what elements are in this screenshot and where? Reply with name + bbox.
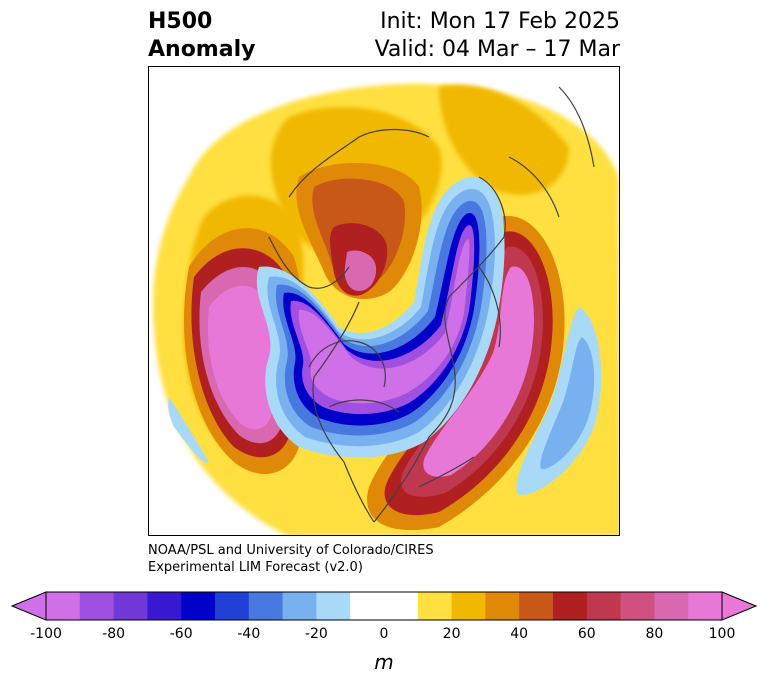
colorbar-segment — [417, 592, 453, 620]
colorbar-segment — [113, 592, 148, 620]
anomaly-map-svg — [153, 83, 619, 535]
gold-ne — [439, 85, 569, 195]
colorbar-segment — [46, 592, 81, 620]
colorbar-segment — [451, 592, 486, 620]
map-credit: NOAA/PSL and University of Colorado/CIRE… — [148, 542, 434, 576]
colorbar-ticks: -100 -80 -60 -40 -20 0 20 40 60 80 100 — [0, 626, 768, 646]
colorbar-right-arrow — [721, 591, 758, 621]
credit-line1: NOAA/PSL and University of Colorado/CIRE… — [148, 543, 434, 558]
colorbar-tick-label: 80 — [645, 626, 664, 642]
colorbar-left-arrow — [10, 591, 47, 621]
title-line2: Anomaly — [148, 37, 256, 62]
colorbar-segment — [248, 592, 284, 620]
colorbar-tick-label: -20 — [304, 626, 328, 642]
colorbar-tick-label: 60 — [577, 626, 596, 642]
colorbar-tick-label: 100 — [708, 626, 736, 642]
colorbar — [10, 591, 758, 621]
colorbar-tick-label: -60 — [169, 626, 193, 642]
colorbar-segment — [688, 592, 723, 620]
colorbar-border — [45, 591, 723, 621]
colorbar-tick-label: -40 — [237, 626, 261, 642]
colorbar-segment — [519, 592, 554, 620]
colorbar-segment — [384, 592, 419, 620]
init-date: Init: Mon 17 Feb 2025 — [380, 9, 620, 34]
colorbar-segment — [620, 592, 655, 620]
valid-dates: Valid: 04 Mar – 17 Mar — [374, 37, 620, 62]
colorbar-segment — [485, 592, 520, 620]
colorbar-tick-label: 40 — [510, 626, 529, 642]
colorbar-segment — [350, 592, 385, 620]
colorbar-segment — [316, 592, 351, 620]
credit-line2: Experimental LIM Forecast (v2.0) — [148, 560, 363, 575]
colorbar-units: m — [374, 650, 394, 674]
colorbar-tick-label: 0 — [379, 626, 389, 642]
forecast-dates: Init: Mon 17 Feb 2025 Valid: 04 Mar – 17… — [375, 8, 620, 64]
anomaly-map — [148, 66, 620, 536]
negative-anomaly-trough — [256, 176, 505, 458]
colorbar-segment — [215, 592, 250, 620]
colorbar-segment — [586, 592, 622, 620]
colorbar-segment — [553, 592, 588, 620]
coastlines — [268, 86, 595, 523]
colorbar-tick-label: -100 — [30, 626, 62, 642]
title-line1: H500 — [148, 9, 213, 34]
arctic-positive-lobe — [296, 163, 422, 300]
colorbar-segment — [654, 592, 689, 620]
map-title: H500 Anomaly — [148, 8, 255, 64]
colorbar-tick-label: 20 — [442, 626, 461, 642]
east-negative-patch — [168, 307, 602, 496]
colorbar-tick-label: -80 — [102, 626, 126, 642]
colorbar-segment — [79, 592, 115, 620]
colorbar-segments — [46, 592, 723, 620]
colorbar-segment — [282, 592, 317, 620]
colorbar-segment — [147, 592, 182, 620]
colorbar-segment — [181, 592, 216, 620]
